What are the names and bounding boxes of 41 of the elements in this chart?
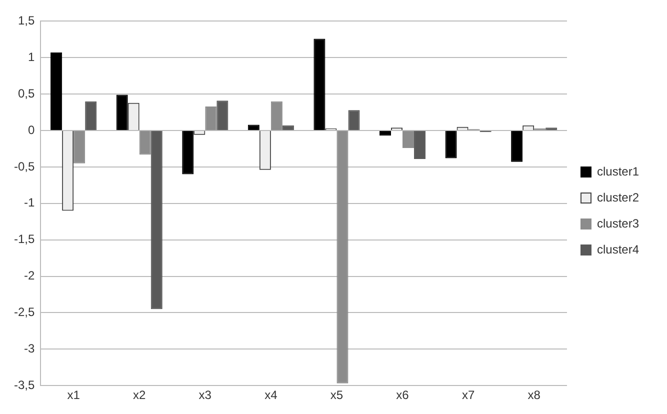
bar	[336, 131, 348, 384]
x-tick-label: x4	[264, 388, 278, 402]
bar	[379, 131, 391, 136]
bar	[85, 101, 97, 130]
x-tick-label: x6	[396, 388, 410, 402]
bar	[314, 38, 326, 130]
y-tick-label: -0,5	[14, 159, 35, 174]
bar	[150, 131, 162, 310]
bar	[282, 125, 294, 130]
legend-label: cluster4	[596, 242, 640, 256]
y-tick-label: -3,5	[14, 378, 35, 392]
bar	[205, 106, 217, 130]
bar	[445, 131, 457, 158]
y-tick-label: -1,5	[14, 232, 35, 246]
y-tick-label: 1	[28, 50, 35, 64]
bar	[50, 52, 62, 130]
bar	[248, 124, 260, 130]
x-tick-label: x7	[462, 388, 475, 402]
legend-label: cluster3	[596, 216, 640, 230]
y-tick-label: -3	[24, 341, 35, 356]
y-tick-label: 0	[28, 122, 35, 137]
bar	[270, 101, 282, 130]
y-tick-label: 1,5	[18, 14, 35, 28]
x-tick-label: x8	[528, 388, 541, 402]
bar	[348, 110, 360, 130]
bar	[74, 131, 86, 164]
bar	[414, 131, 426, 159]
x-tick-label: x5	[330, 388, 344, 402]
bar	[139, 131, 151, 155]
y-tick-label: -1	[24, 196, 35, 210]
x-tick-label: x1	[67, 388, 80, 402]
bar	[116, 94, 128, 130]
x-tick-label: x3	[198, 388, 212, 402]
bar	[216, 100, 228, 130]
legend-label: cluster1	[596, 164, 640, 178]
x-tick-label: x2	[133, 388, 146, 402]
bar	[182, 131, 194, 174]
legend-label: cluster2	[596, 190, 640, 204]
y-tick-label: -2	[24, 268, 35, 283]
y-tick-label: -2,5	[14, 305, 35, 320]
y-tick-label: 0,5	[18, 86, 35, 100]
